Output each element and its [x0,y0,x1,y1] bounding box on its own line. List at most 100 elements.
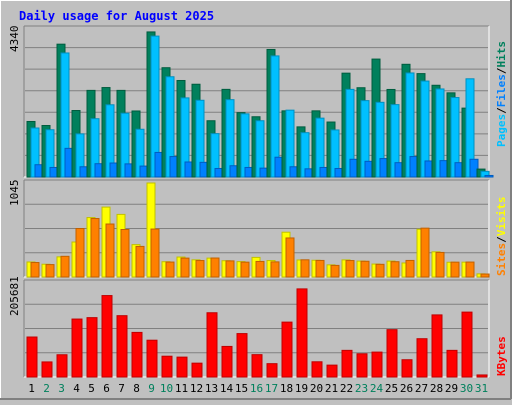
bar-kbytes-day-15 [236,333,248,378]
bar-sites-day-16 [255,260,265,278]
bar-sites-day-1 [30,262,40,278]
legend-sep-1: / [495,107,508,114]
bar-kbytes-day-9 [146,339,158,378]
day-label-17: 17 [265,382,278,395]
bar-kbytes-day-13 [206,312,218,378]
bar-sites-day-13 [210,257,220,278]
legend-files: Files [495,74,508,107]
bar-kbytes-day-18 [281,321,293,378]
bar-kbytes-day-22 [341,349,353,378]
day-label-2: 2 [43,382,50,395]
bar-pages-day-31 [484,174,494,178]
bar-sites-day-18 [285,237,295,278]
day-label-4: 4 [73,382,80,395]
kbytes-ymax-label: 205681 [8,276,21,316]
day-label-28: 28 [430,382,443,395]
chart-title: Daily usage for August 2025 [19,9,214,23]
day-label-11: 11 [175,382,188,395]
bar-kbytes-day-16 [251,354,263,378]
bar-kbytes-day-12 [191,362,203,378]
bar-sites-day-22 [345,260,355,278]
bar-sites-day-19 [300,259,310,278]
day-label-7: 7 [118,382,125,395]
bar-kbytes-day-24 [371,351,383,378]
day-label-22: 22 [340,382,353,395]
bar-kbytes-day-2 [41,361,53,378]
legend-pages: Pages [495,114,508,147]
bar-sites-day-29 [450,261,460,278]
bar-sites-day-4 [75,228,85,278]
legend-sep-3: / [495,236,508,243]
bar-kbytes-day-14 [221,345,233,378]
day-label-25: 25 [385,382,398,395]
bar-sites-day-7 [120,229,130,278]
bar-sites-day-17 [270,261,280,278]
bar-kbytes-day-1 [26,336,38,378]
bar-sites-day-2 [45,264,55,278]
bar-kbytes-day-30 [461,311,473,378]
day-label-5: 5 [88,382,95,395]
bar-kbytes-day-19 [296,288,308,378]
bar-kbytes-day-26 [401,359,413,378]
hits-ymax-label: 4340 [8,26,21,53]
legend-visits: Visits [495,197,508,237]
bar-sites-day-26 [405,259,415,278]
day-label-13: 13 [205,382,218,395]
day-label-27: 27 [415,382,428,395]
bar-kbytes-day-25 [386,329,398,378]
legend-sep-2: / [495,67,508,74]
bar-sites-day-31 [480,273,490,278]
bar-kbytes-day-21 [326,364,338,378]
day-label-15: 15 [235,382,248,395]
bar-kbytes-day-20 [311,361,323,378]
bar-sites-day-25 [390,261,400,278]
day-label-24: 24 [370,382,384,395]
day-label-29: 29 [445,382,458,395]
bar-kbytes-day-4 [71,318,83,378]
day-label-30: 30 [460,382,473,395]
bar-kbytes-day-28 [431,314,443,378]
visits-sites-panel [23,179,490,278]
bar-sites-day-24 [375,263,385,278]
bar-kbytes-day-8 [131,331,143,378]
day-label-6: 6 [103,382,110,395]
day-label-23: 23 [355,382,368,395]
day-label-26: 26 [400,382,413,395]
day-label-18: 18 [280,382,293,395]
bar-sites-day-20 [315,259,325,278]
day-label-16: 16 [250,382,263,395]
bar-sites-day-10 [165,261,175,278]
bar-sites-day-3 [60,255,70,278]
legend-visits-panel: Sites/Visits [495,197,508,277]
day-label-20: 20 [310,382,323,395]
day-label-14: 14 [220,382,234,395]
day-label-3: 3 [58,382,65,395]
bar-kbytes-day-3 [56,354,68,378]
bar-sites-day-15 [240,261,250,278]
bar-sites-day-6 [105,223,115,278]
day-label-21: 21 [325,382,338,395]
bar-sites-day-9 [150,228,160,278]
day-label-10: 10 [160,382,173,395]
kbytes-panel [23,279,490,378]
day-label-19: 19 [295,382,308,395]
day-label-8: 8 [133,382,140,395]
bar-sites-day-8 [135,245,145,278]
bar-sites-day-23 [360,260,370,278]
bar-sites-day-30 [465,261,475,278]
legend-kbytes: KBytes [495,336,508,376]
legend-sites: Sites [495,243,508,276]
bar-sites-day-28 [435,251,445,278]
bar-kbytes-day-31 [476,374,488,378]
bar-kbytes-day-11 [176,356,188,378]
bar-sites-day-14 [225,260,235,278]
day-labels: 1 2 3 4 5 6 7 8 9 10 11 12 13 14 15 16 17 18 19 20 21 22 23 24 2… [28,382,488,395]
day-label-12: 12 [190,382,203,395]
bar-sites-day-5 [90,218,100,278]
bar-kbytes-day-7 [116,315,128,378]
bar-kbytes-day-10 [161,355,173,378]
hits-files-pages-panel [23,25,494,178]
bar-sites-day-21 [330,264,340,278]
